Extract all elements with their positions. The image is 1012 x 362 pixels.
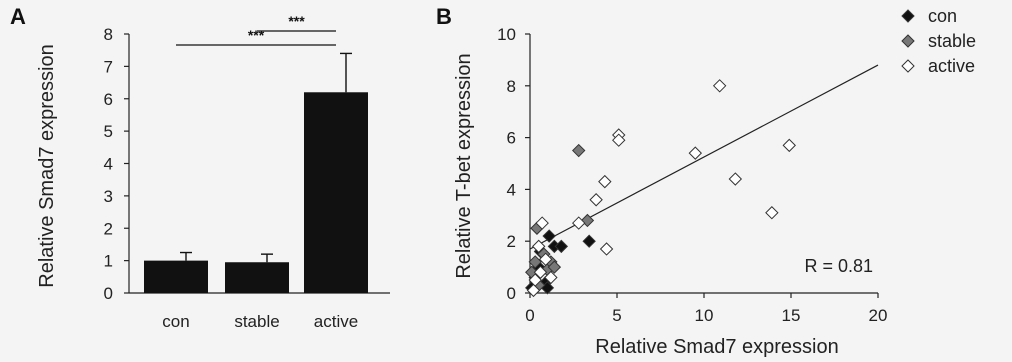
x-tick-label-20: 20 <box>869 306 888 325</box>
y-tick-label-8: 8 <box>507 77 516 96</box>
panel-a-y-axis-title: Relative Smad7 expression <box>36 44 58 287</box>
category-label-stable: stable <box>234 312 279 331</box>
y-tick-label-2: 2 <box>104 219 113 238</box>
panel-a-significance: *** *** <box>176 13 336 46</box>
point-stable-1 <box>528 255 542 269</box>
point-stable-7 <box>547 260 562 274</box>
point-active-14 <box>712 79 727 93</box>
panel-b-y-axis-title: Relative T-bet expression <box>453 53 475 278</box>
legend-marker-con <box>901 9 915 23</box>
point-active-8 <box>589 193 603 207</box>
legend-label-stable: stable <box>928 31 976 51</box>
point-active-7 <box>572 216 586 230</box>
point-active-6 <box>544 270 558 285</box>
y-tick-label-3: 3 <box>104 187 113 206</box>
y-tick-label-0: 0 <box>104 284 113 303</box>
legend-label-active: active <box>928 56 975 76</box>
point-active-1 <box>528 273 542 287</box>
legend-label-con: con <box>928 6 957 26</box>
y-tick-label-8: 8 <box>104 25 113 44</box>
point-active-5 <box>538 252 553 267</box>
category-label-con: con <box>162 312 189 331</box>
legend: con stable active <box>901 6 976 76</box>
panel-a-category-labels: con stable active <box>162 312 358 331</box>
x-tick-label-15: 15 <box>782 306 801 325</box>
bar-stable <box>225 262 289 293</box>
panel-a-label: A <box>10 4 26 29</box>
y-tick-label-1: 1 <box>104 252 113 271</box>
y-tick-label-4: 4 <box>507 180 516 199</box>
y-tick-label-7: 7 <box>104 57 113 76</box>
y-tick-label-6: 6 <box>104 90 113 109</box>
point-con-6 <box>542 229 556 243</box>
y-tick-label-5: 5 <box>104 122 113 141</box>
panel-b-x-axis-title: Relative Smad7 expression <box>595 336 838 358</box>
point-stable-8 <box>572 143 586 158</box>
panel-a-y-ticks: 0 1 2 3 4 5 6 7 8 <box>104 25 129 303</box>
point-active-10 <box>599 242 614 256</box>
point-active-15 <box>728 172 743 186</box>
legend-marker-active <box>901 59 915 73</box>
legend-marker-stable <box>901 34 915 48</box>
y-tick-label-0: 0 <box>507 284 516 303</box>
panel-b-label: B <box>436 4 452 29</box>
point-con-9 <box>582 234 596 248</box>
x-tick-label-0: 0 <box>525 306 534 325</box>
point-active-3 <box>533 265 548 279</box>
point-active-0 <box>526 283 541 298</box>
panel-a: A Relative Smad7 expression 0 1 2 3 4 5 6 7 8 co… <box>10 4 390 331</box>
point-active-17 <box>782 138 796 153</box>
point-active-12 <box>612 133 626 147</box>
r-value-annotation: R = 0.81 <box>804 256 873 276</box>
bar-con <box>144 260 208 293</box>
significance-label-con-active: *** <box>248 27 265 43</box>
category-label-active: active <box>314 312 358 331</box>
panel-b: B Relative T-bet expression Relative Sma… <box>436 4 976 358</box>
y-tick-label-4: 4 <box>104 155 113 174</box>
point-con-8 <box>554 239 569 254</box>
y-tick-label-6: 6 <box>507 129 516 148</box>
point-active-9 <box>598 174 612 189</box>
point-active-16 <box>765 206 779 220</box>
point-active-2 <box>531 239 546 254</box>
significance-label-stable-active: *** <box>288 13 305 29</box>
y-tick-label-10: 10 <box>497 25 516 44</box>
panel-b-points <box>525 79 796 298</box>
panel-b-ticks: 0 2 4 6 8 10 0 5 10 15 20 <box>497 25 887 325</box>
point-active-13 <box>688 146 703 160</box>
panel-a-bars <box>144 52 368 294</box>
y-tick-label-2: 2 <box>507 232 516 251</box>
bar-active <box>304 92 368 294</box>
x-tick-label-10: 10 <box>695 306 714 325</box>
point-active-4 <box>535 216 549 230</box>
x-tick-label-5: 5 <box>612 306 621 325</box>
